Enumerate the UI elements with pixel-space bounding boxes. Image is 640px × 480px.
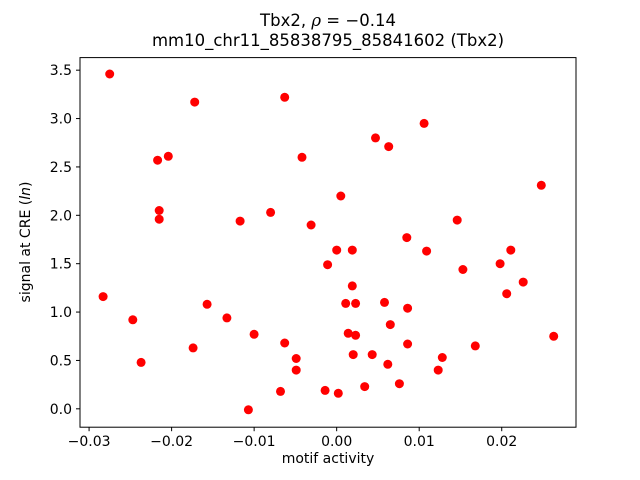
- data-point: [222, 313, 232, 323]
- data-point: [188, 343, 198, 353]
- data-point: [332, 245, 342, 255]
- data-point: [163, 151, 173, 161]
- y-tick-label: 3.5: [50, 63, 72, 79]
- data-point: [320, 385, 330, 395]
- data-point: [351, 298, 361, 308]
- data-point: [347, 245, 357, 255]
- data-point: [243, 405, 253, 415]
- y-axis-label-ln: ln: [18, 187, 34, 200]
- chart-title: Tbx2, ρ = −0.14: [80, 11, 576, 31]
- data-point: [394, 379, 404, 389]
- data-point: [360, 382, 370, 392]
- y-tick-label: 3.0: [50, 112, 72, 128]
- data-point: [371, 133, 380, 143]
- x-axis-label: motif activity: [281, 451, 375, 467]
- x-tick-label: 0.01: [404, 434, 435, 450]
- data-point: [249, 329, 259, 339]
- data-point: [502, 289, 512, 299]
- x-tick-label: −0.03: [68, 434, 111, 450]
- data-point: [291, 365, 301, 375]
- data-point: [536, 180, 546, 190]
- data-point: [280, 92, 290, 102]
- data-point: [433, 365, 443, 375]
- chart-title-gene: Tbx2,: [260, 11, 312, 30]
- data-point: [153, 155, 163, 165]
- data-point: [266, 207, 276, 217]
- data-point: [105, 69, 115, 79]
- data-point: [518, 277, 528, 287]
- y-tick-label: 0.5: [50, 353, 72, 369]
- data-point: [154, 214, 164, 224]
- data-point: [458, 265, 468, 274]
- data-point: [341, 298, 351, 308]
- chart-title-rho-value: = −0.14: [321, 11, 396, 30]
- data-point: [452, 215, 462, 225]
- data-point: [336, 191, 346, 201]
- data-point: [128, 315, 138, 325]
- data-point: [506, 245, 516, 255]
- data-point: [306, 220, 316, 230]
- data-point: [297, 152, 307, 162]
- data-point: [402, 233, 412, 243]
- data-point: [470, 341, 480, 351]
- data-point: [323, 260, 333, 270]
- y-tick-label: 2.5: [50, 160, 72, 176]
- data-point: [384, 142, 394, 152]
- y-tick-label: 1.5: [50, 257, 72, 273]
- data-point: [437, 353, 447, 362]
- data-point: [136, 357, 146, 367]
- axes-spines: [79, 57, 577, 428]
- x-tick-label: −0.01: [233, 434, 276, 450]
- data-point: [98, 292, 108, 302]
- data-point: [367, 350, 377, 360]
- y-tick-label: 0.0: [50, 402, 72, 418]
- data-point: [383, 359, 393, 369]
- data-point: [495, 259, 505, 269]
- data-point: [343, 328, 353, 338]
- x-tick-label: −0.02: [150, 434, 193, 450]
- data-point: [403, 339, 413, 349]
- y-tick-label: 2.0: [50, 208, 72, 224]
- y-tick-label: 1.0: [50, 305, 72, 321]
- chart-title-block: Tbx2, ρ = −0.14 mm10_chr11_85838795_8584…: [80, 11, 576, 51]
- data-point: [280, 338, 290, 348]
- data-point: [154, 206, 164, 215]
- rho-symbol: ρ: [311, 11, 322, 30]
- data-point: [291, 354, 301, 363]
- data-point: [347, 281, 357, 291]
- x-tick-label: 0.02: [486, 434, 517, 450]
- data-point: [276, 386, 285, 396]
- y-axis-label-text: signal at CRE (: [18, 199, 34, 303]
- data-point: [422, 246, 432, 256]
- y-axis-label-close-paren: ): [18, 181, 34, 188]
- x-tick-label: 0.00: [321, 434, 352, 450]
- data-point: [380, 297, 389, 307]
- chart-subtitle: mm10_chr11_85838795_85841602 (Tbx2): [151, 31, 505, 50]
- data-point: [419, 118, 429, 128]
- data-point: [549, 331, 559, 341]
- data-point: [202, 299, 212, 309]
- data-point: [235, 216, 245, 226]
- data-point: [403, 303, 413, 313]
- data-point: [333, 388, 343, 398]
- y-axis-label: signal at CRE (ln): [18, 182, 34, 303]
- data-point: [190, 97, 200, 107]
- data-point: [351, 330, 361, 340]
- data-point: [348, 350, 358, 360]
- data-point: [385, 320, 395, 330]
